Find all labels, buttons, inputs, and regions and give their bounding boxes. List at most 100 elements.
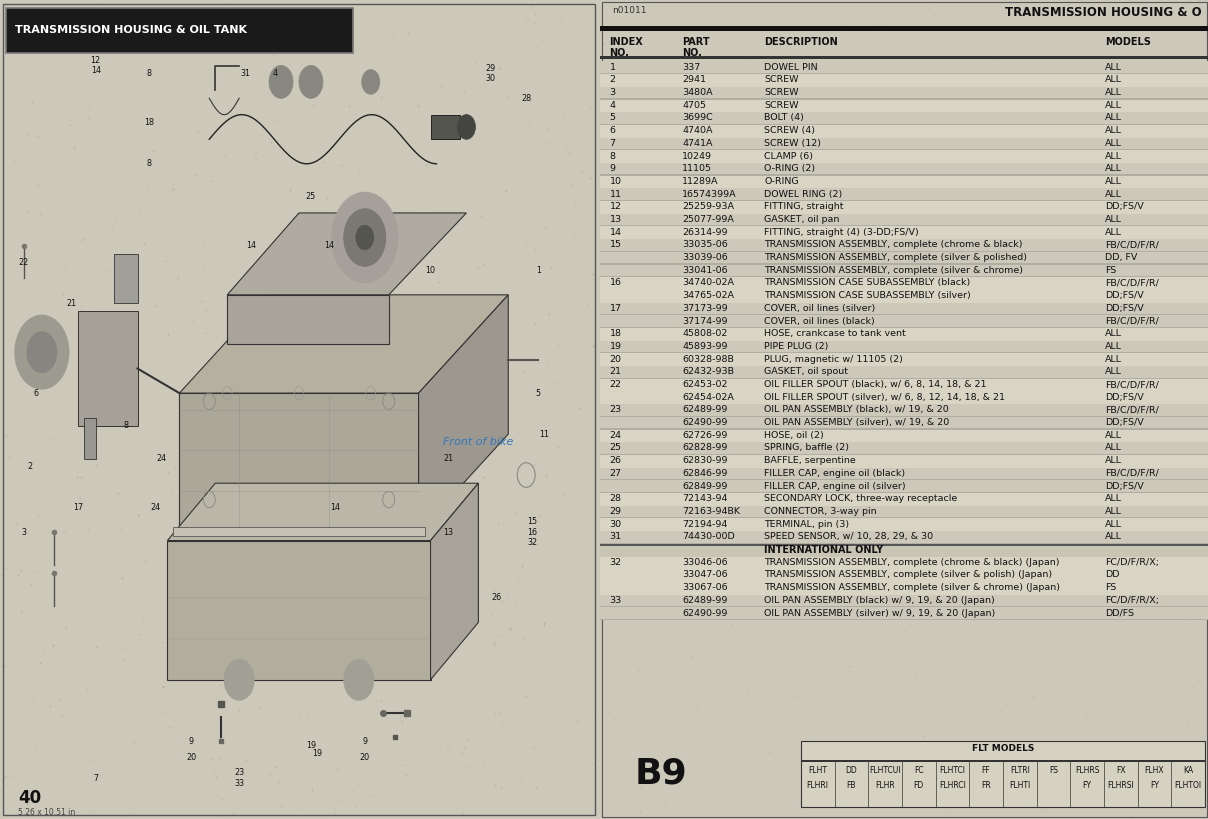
Bar (600, 227, 1208, 239)
Bar (600, 366, 1208, 378)
Bar (600, 569, 1208, 581)
Text: n01011: n01011 (612, 6, 647, 15)
Bar (600, 479, 1208, 480)
Text: 3699C: 3699C (683, 114, 713, 122)
Text: 23
33: 23 33 (234, 768, 244, 788)
Text: ALL: ALL (1104, 444, 1122, 452)
Text: OIL PAN ASSEMBLY (black), w/ 19, & 20: OIL PAN ASSEMBLY (black), w/ 19, & 20 (765, 405, 949, 414)
Text: OIL PAN ASSEMBLY (silver), w/ 19, & 20: OIL PAN ASSEMBLY (silver), w/ 19, & 20 (765, 418, 949, 427)
Text: DOWEL PIN: DOWEL PIN (765, 63, 818, 71)
Text: FLHRSI: FLHRSI (1108, 781, 1134, 790)
Text: TRANSMISSION ASSEMBLY, complete (silver & polish) (Japan): TRANSMISSION ASSEMBLY, complete (silver … (765, 570, 1052, 579)
Bar (430, 115, 460, 139)
Circle shape (300, 66, 323, 98)
Text: ALL: ALL (1104, 101, 1122, 110)
Text: FS: FS (1104, 583, 1116, 592)
Polygon shape (179, 393, 419, 532)
Text: 6: 6 (610, 126, 616, 135)
Text: ALL: ALL (1104, 367, 1122, 376)
Bar (600, 416, 1208, 417)
Text: 9: 9 (610, 165, 616, 173)
Text: ALL: ALL (1104, 190, 1122, 198)
Bar (600, 75, 1208, 87)
Text: FITTING, straight: FITTING, straight (765, 202, 844, 211)
Text: CONNECTOR, 3-way pin: CONNECTOR, 3-way pin (765, 507, 877, 516)
Text: 37173-99: 37173-99 (683, 304, 728, 313)
Text: FLHRI: FLHRI (807, 781, 829, 790)
Bar (600, 543, 1208, 544)
Text: 15
16
32: 15 16 32 (527, 518, 538, 547)
Text: TRANSMISSION ASSEMBLY, complete (silver & chrome): TRANSMISSION ASSEMBLY, complete (silver … (765, 266, 1023, 274)
Circle shape (344, 659, 373, 700)
Text: 28: 28 (610, 495, 621, 503)
Text: 10: 10 (610, 177, 621, 186)
Text: DD, FV: DD, FV (1104, 253, 1137, 262)
Text: TRANSMISSION CASE SUBASSEMBLY (black): TRANSMISSION CASE SUBASSEMBLY (black) (765, 278, 971, 287)
Text: TRANSMISSION ASSEMBLY, complete (chrome & black): TRANSMISSION ASSEMBLY, complete (chrome … (765, 241, 1023, 249)
Text: 17: 17 (72, 504, 83, 512)
Text: SECONDARY LOCK, three-way receptacle: SECONDARY LOCK, three-way receptacle (765, 495, 958, 503)
Text: DD: DD (1104, 570, 1119, 579)
Circle shape (225, 659, 254, 700)
Text: ALL: ALL (1104, 152, 1122, 161)
Bar (600, 619, 1208, 620)
Text: 2: 2 (610, 75, 616, 84)
Text: 31: 31 (610, 532, 622, 541)
Bar (600, 73, 1208, 75)
Bar (801, 741, 1204, 807)
Text: FB/C/D/F/R/: FB/C/D/F/R/ (1104, 380, 1158, 389)
Text: 12: 12 (610, 202, 621, 211)
Text: 45808-02: 45808-02 (683, 329, 727, 338)
Text: SCREW (4): SCREW (4) (765, 126, 815, 135)
Text: 62490-99: 62490-99 (683, 609, 727, 618)
Text: FLTRI: FLTRI (1010, 766, 1029, 775)
Text: 4740A: 4740A (683, 126, 713, 135)
Text: FB/C/D/F/R/: FB/C/D/F/R/ (1104, 316, 1158, 325)
Text: 4705: 4705 (683, 101, 707, 110)
Text: FILLER CAP, engine oil (silver): FILLER CAP, engine oil (silver) (765, 482, 906, 491)
Text: CLAMP (6): CLAMP (6) (765, 152, 813, 161)
Bar (600, 251, 1208, 252)
Text: 16: 16 (610, 278, 621, 287)
Polygon shape (227, 295, 389, 344)
Text: 8: 8 (147, 70, 152, 78)
Text: DD;FS/V: DD;FS/V (1104, 482, 1144, 491)
Polygon shape (227, 213, 466, 295)
Text: Front of bike: Front of bike (443, 437, 513, 447)
Text: 37174-99: 37174-99 (683, 316, 728, 325)
Bar (600, 608, 1208, 620)
Text: SCREW: SCREW (765, 88, 798, 97)
Bar (600, 125, 1208, 138)
Text: ALL: ALL (1104, 342, 1122, 351)
Text: 13: 13 (610, 215, 622, 224)
Text: 14: 14 (610, 228, 621, 237)
Text: 24: 24 (156, 455, 167, 463)
Text: 29: 29 (610, 507, 621, 516)
Text: 26: 26 (492, 594, 501, 602)
Polygon shape (179, 295, 509, 393)
Text: 32: 32 (610, 558, 622, 567)
Text: 33067-06: 33067-06 (683, 583, 728, 592)
Polygon shape (168, 541, 430, 680)
Text: COVER, oil lines (silver): COVER, oil lines (silver) (765, 304, 876, 313)
Text: 14: 14 (246, 242, 256, 250)
Text: 19: 19 (312, 749, 323, 758)
Bar (600, 225, 1208, 226)
Text: ALL: ALL (1104, 75, 1122, 84)
Bar (600, 557, 1208, 569)
Bar (600, 341, 1208, 354)
Text: ALL: ALL (1104, 88, 1122, 97)
Text: FLHRS: FLHRS (1075, 766, 1099, 775)
Text: 20: 20 (360, 753, 370, 762)
Bar (600, 532, 1208, 544)
Text: DD;FS/V: DD;FS/V (1104, 393, 1144, 401)
Text: FC/D/F/R/X;: FC/D/F/R/X; (1104, 596, 1158, 604)
Text: 25077-99A: 25077-99A (683, 215, 734, 224)
Text: TERMINAL, pin (3): TERMINAL, pin (3) (765, 520, 849, 528)
Text: DOWEL RING (2): DOWEL RING (2) (765, 190, 843, 198)
Bar (600, 277, 1208, 290)
Text: 5: 5 (610, 114, 616, 122)
Text: 34765-02A: 34765-02A (683, 292, 734, 300)
Text: 22: 22 (19, 258, 29, 266)
Text: SCREW: SCREW (765, 75, 798, 84)
